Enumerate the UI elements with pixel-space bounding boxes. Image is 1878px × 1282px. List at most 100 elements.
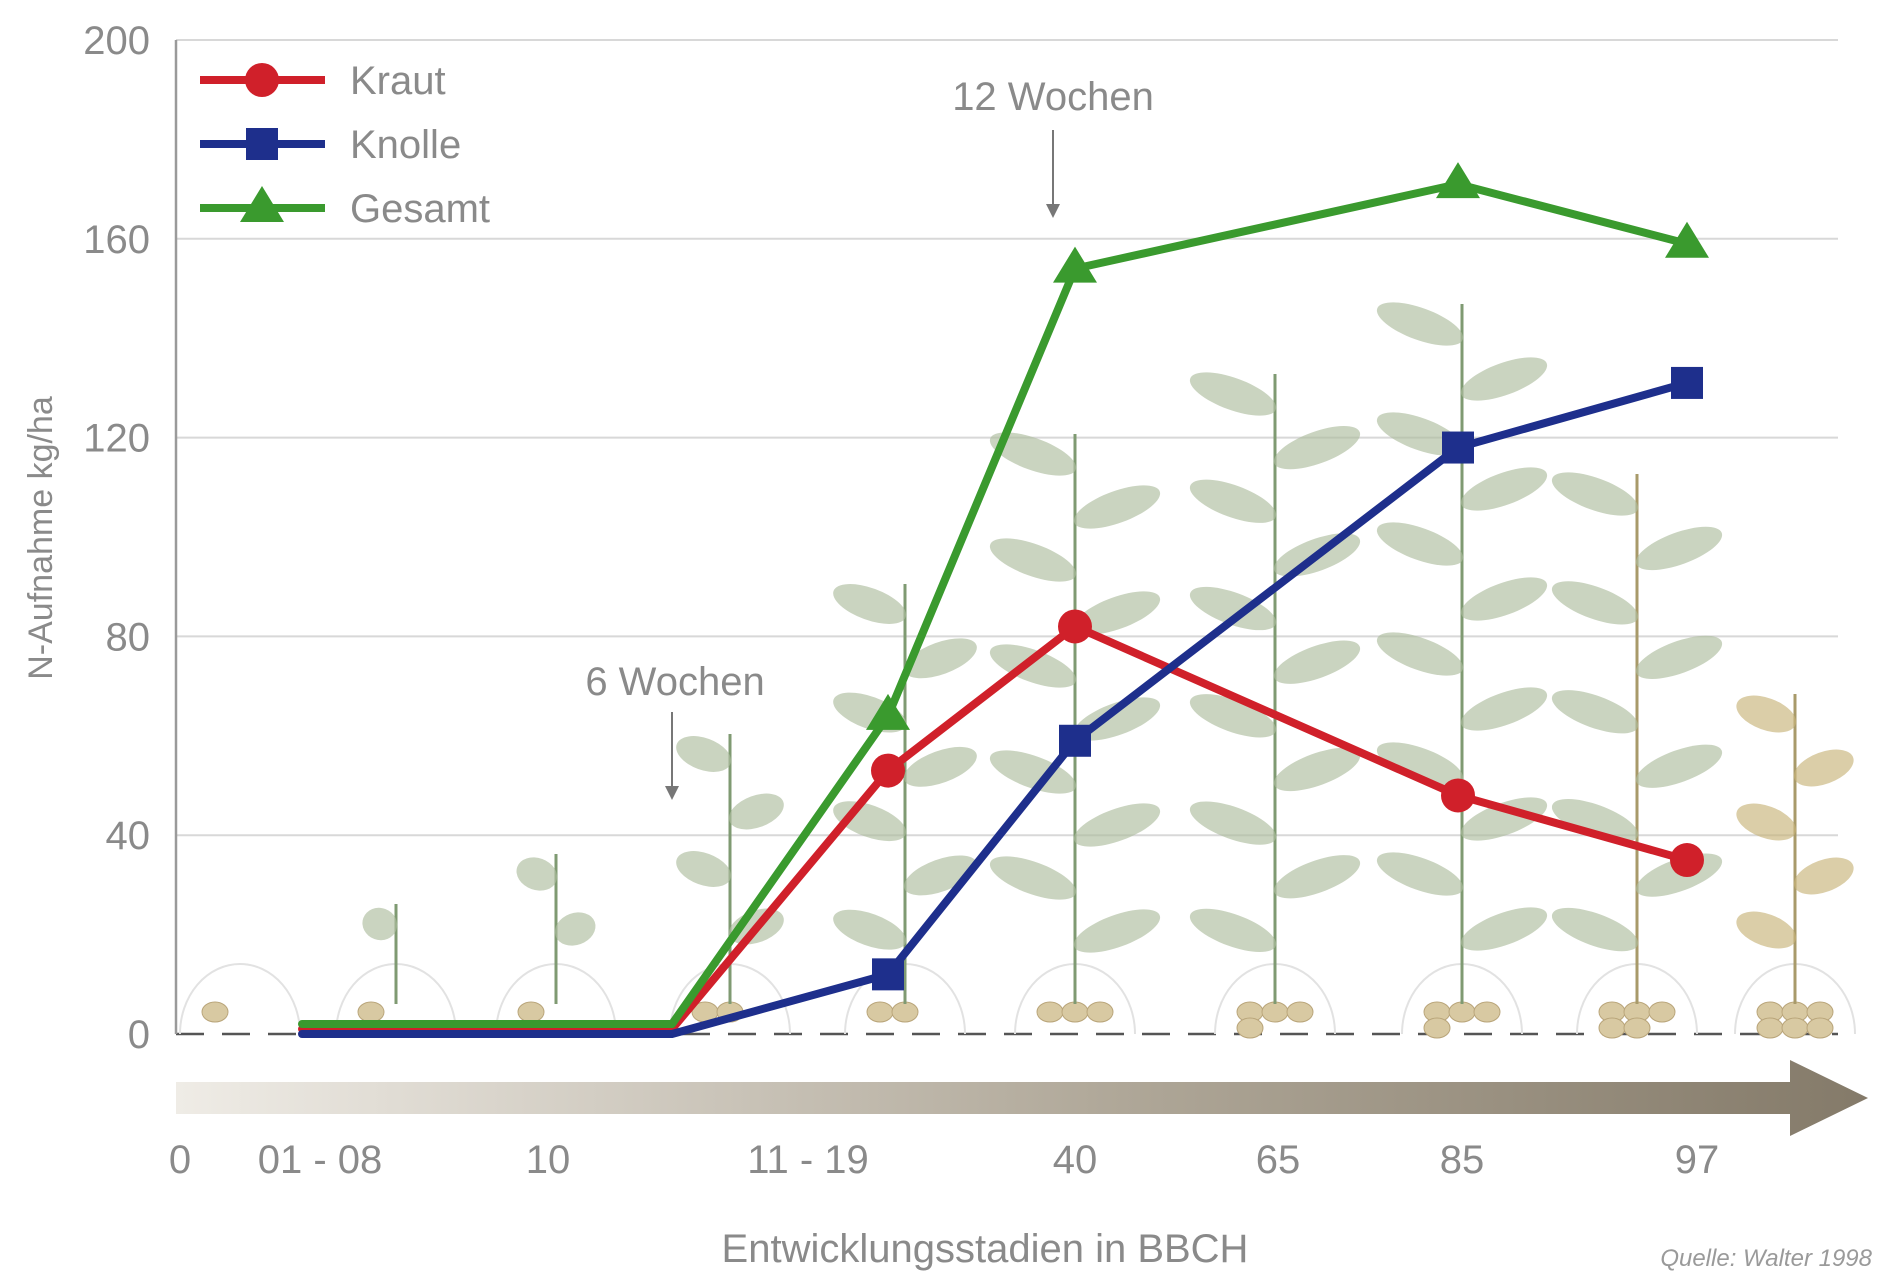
annotation-label: 6 Wochen bbox=[585, 660, 764, 704]
leaf bbox=[989, 432, 1077, 476]
leaf bbox=[1073, 803, 1161, 847]
plant-5 bbox=[989, 432, 1161, 1035]
tuber bbox=[1781, 1017, 1809, 1039]
leaf bbox=[1460, 357, 1548, 401]
y-tick-label: 120 bbox=[83, 417, 150, 461]
x-tick-label: 40 bbox=[1053, 1138, 1098, 1182]
y-tick-label: 0 bbox=[128, 1013, 150, 1057]
x-axis-title: Entwicklungsstadien in BBCH bbox=[722, 1227, 1249, 1271]
leaf bbox=[989, 750, 1077, 794]
leaf bbox=[1736, 803, 1797, 841]
plant-6 bbox=[1189, 372, 1361, 1039]
y-tick-label: 160 bbox=[83, 218, 150, 262]
marker-knolle bbox=[1442, 431, 1474, 464]
leaf bbox=[1376, 742, 1464, 786]
leaf bbox=[1189, 801, 1277, 845]
annotation-label: 12 Wochen bbox=[952, 75, 1154, 119]
leaf bbox=[676, 736, 732, 772]
leaf bbox=[989, 856, 1077, 900]
leaf bbox=[1376, 852, 1464, 896]
leaf bbox=[1460, 907, 1548, 951]
marker-knolle bbox=[1059, 724, 1091, 757]
legend-label: Kraut bbox=[350, 59, 446, 103]
tuber bbox=[357, 1001, 385, 1023]
marker-kraut bbox=[1058, 609, 1092, 644]
leaf bbox=[362, 907, 398, 941]
plant-7 bbox=[1376, 302, 1548, 1039]
tuber bbox=[1061, 1001, 1089, 1023]
leaf bbox=[1376, 632, 1464, 676]
x-axis-arrow bbox=[176, 1060, 1868, 1136]
x-axis: 0 01 - 08 10 11 - 19 40 65 85 97 bbox=[169, 1060, 1868, 1182]
y-tick-label: 40 bbox=[106, 814, 151, 858]
tuber bbox=[866, 1001, 894, 1023]
soil-hill bbox=[179, 963, 301, 1035]
legend-marker bbox=[245, 63, 279, 97]
marker-kraut bbox=[871, 753, 905, 788]
leaf bbox=[1189, 694, 1277, 738]
annotations: 6 Wochen 12 Wochen bbox=[585, 75, 1154, 800]
plant-0 bbox=[179, 963, 301, 1035]
leaf bbox=[554, 912, 596, 946]
marker-gesamt bbox=[866, 693, 910, 730]
leaf bbox=[1551, 472, 1639, 516]
tuber bbox=[201, 1001, 229, 1023]
tuber bbox=[517, 1001, 545, 1023]
leaf bbox=[1736, 695, 1797, 733]
tuber bbox=[1261, 1001, 1289, 1023]
y-axis-title: N-Aufnahme kg/ha bbox=[22, 396, 60, 680]
leaf bbox=[1460, 687, 1548, 731]
plant-4 bbox=[833, 584, 977, 1035]
leaf bbox=[903, 746, 977, 787]
tuber bbox=[1623, 1017, 1651, 1039]
x-tick-label: 11 - 19 bbox=[747, 1138, 869, 1182]
tuber bbox=[1236, 1017, 1264, 1039]
y-tick-label: 80 bbox=[106, 615, 151, 659]
leaf bbox=[516, 857, 558, 891]
leaf bbox=[1189, 908, 1277, 953]
leaf bbox=[1736, 911, 1797, 949]
marker-gesamt bbox=[1436, 162, 1480, 199]
series-line-gesamt bbox=[298, 180, 1691, 1029]
leaf bbox=[1189, 372, 1277, 416]
leaf bbox=[728, 793, 784, 830]
leaf bbox=[1073, 909, 1161, 953]
source-note: Quelle: Walter 1998 bbox=[1660, 1245, 1872, 1272]
leaf bbox=[1273, 747, 1361, 792]
marker-gesamt bbox=[1053, 246, 1097, 283]
annotation-arrowhead bbox=[1046, 204, 1060, 218]
leaf bbox=[1460, 577, 1548, 621]
leaf bbox=[833, 584, 907, 624]
legend-label: Knolle bbox=[350, 123, 461, 167]
marker-knolle bbox=[872, 958, 904, 991]
tuber bbox=[1598, 1017, 1626, 1039]
legend-marker bbox=[246, 128, 278, 160]
leaf bbox=[1551, 799, 1639, 843]
plant-8 bbox=[1551, 472, 1723, 1039]
marker-kraut bbox=[1441, 778, 1475, 813]
leaf bbox=[1635, 526, 1723, 571]
leaf bbox=[1073, 485, 1161, 529]
leaf bbox=[1635, 635, 1723, 679]
leaf bbox=[1376, 522, 1464, 566]
marker-gesamt bbox=[1665, 221, 1709, 258]
legend: Kraut Knolle Gesamt bbox=[200, 59, 490, 231]
tuber bbox=[1086, 1001, 1114, 1023]
tuber bbox=[1473, 1001, 1501, 1023]
leaf bbox=[1460, 467, 1548, 511]
tuber bbox=[1036, 1001, 1064, 1023]
tuber bbox=[1423, 1017, 1451, 1039]
tuber bbox=[1448, 1001, 1476, 1023]
x-tick-label: 0 bbox=[169, 1138, 191, 1182]
leaf bbox=[1551, 690, 1639, 734]
x-tick-label: 97 bbox=[1675, 1138, 1720, 1182]
tuber bbox=[891, 1001, 919, 1023]
leaf bbox=[1273, 855, 1361, 899]
x-tick-label: 01 - 08 bbox=[258, 1138, 383, 1182]
tuber bbox=[1756, 1017, 1784, 1039]
plant-1 bbox=[335, 904, 457, 1035]
leaf bbox=[1273, 425, 1361, 470]
leaf bbox=[1793, 749, 1854, 787]
x-tick-label: 65 bbox=[1256, 1138, 1301, 1182]
leaf bbox=[989, 538, 1077, 582]
